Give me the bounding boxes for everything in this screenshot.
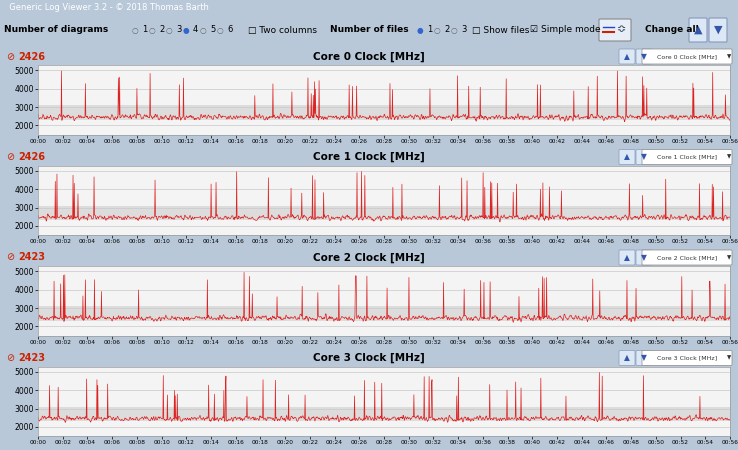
FancyBboxPatch shape — [619, 149, 635, 165]
Text: ▼: ▼ — [727, 154, 731, 159]
Text: ▼: ▼ — [727, 54, 731, 59]
Text: ▼: ▼ — [641, 153, 647, 162]
FancyBboxPatch shape — [642, 149, 732, 165]
Text: Core 2 Clock [MHz]: Core 2 Clock [MHz] — [657, 255, 717, 260]
Text: 2: 2 — [159, 26, 165, 35]
FancyBboxPatch shape — [636, 149, 652, 165]
Text: 5: 5 — [210, 26, 215, 35]
Text: Number of files: Number of files — [330, 26, 409, 35]
Text: 3: 3 — [176, 26, 182, 35]
Text: ○: ○ — [200, 26, 207, 35]
Text: 2: 2 — [444, 26, 449, 35]
Text: 1: 1 — [427, 26, 432, 35]
Text: ▲: ▲ — [624, 253, 630, 262]
Text: ▲: ▲ — [624, 52, 630, 61]
Text: 1: 1 — [142, 26, 148, 35]
Text: ⊘: ⊘ — [6, 51, 14, 62]
Text: ▼: ▼ — [641, 354, 647, 363]
Text: ⊘: ⊘ — [6, 353, 14, 363]
Text: ○: ○ — [451, 26, 458, 35]
Text: Core 3 Clock [MHz]: Core 3 Clock [MHz] — [313, 353, 425, 363]
FancyBboxPatch shape — [599, 19, 631, 41]
Text: ▼: ▼ — [727, 255, 731, 260]
FancyBboxPatch shape — [642, 250, 732, 265]
Text: ≎: ≎ — [617, 24, 627, 34]
Text: Core 2 Clock [MHz]: Core 2 Clock [MHz] — [313, 252, 425, 263]
FancyBboxPatch shape — [709, 18, 727, 42]
FancyBboxPatch shape — [642, 351, 732, 365]
Text: Core 0 Clock [MHz]: Core 0 Clock [MHz] — [313, 51, 425, 62]
Text: ●: ● — [183, 26, 190, 35]
FancyBboxPatch shape — [636, 49, 652, 64]
FancyBboxPatch shape — [642, 49, 732, 64]
Text: ▼: ▼ — [641, 253, 647, 262]
Text: Core 1 Clock [MHz]: Core 1 Clock [MHz] — [657, 154, 717, 159]
Text: ○: ○ — [148, 26, 155, 35]
Text: ▲: ▲ — [624, 354, 630, 363]
Text: □ Two columns: □ Two columns — [248, 26, 317, 35]
Text: ⊘: ⊘ — [6, 152, 14, 162]
FancyBboxPatch shape — [619, 49, 635, 64]
Text: 2423: 2423 — [18, 353, 45, 363]
Text: ▼: ▼ — [641, 52, 647, 61]
Bar — [38, 306, 730, 321]
Text: ○: ○ — [217, 26, 224, 35]
Text: Core 3 Clock [MHz]: Core 3 Clock [MHz] — [657, 356, 717, 360]
FancyBboxPatch shape — [636, 351, 652, 365]
FancyBboxPatch shape — [619, 250, 635, 265]
Text: ●: ● — [417, 26, 424, 35]
Text: 2426: 2426 — [18, 51, 45, 62]
FancyBboxPatch shape — [689, 18, 707, 42]
Text: ▲: ▲ — [694, 25, 703, 35]
Text: ▼: ▼ — [714, 25, 723, 35]
FancyBboxPatch shape — [636, 250, 652, 265]
Text: Core 0 Clock [MHz]: Core 0 Clock [MHz] — [657, 54, 717, 59]
Text: 2423: 2423 — [18, 252, 45, 262]
Text: □ Show files: □ Show files — [472, 26, 529, 35]
Text: Generic Log Viewer 3.2 - © 2018 Thomas Barth: Generic Log Viewer 3.2 - © 2018 Thomas B… — [4, 3, 209, 12]
Text: ⊘: ⊘ — [6, 252, 14, 262]
Bar — [38, 105, 730, 120]
Text: 2426: 2426 — [18, 152, 45, 162]
Text: Core 1 Clock [MHz]: Core 1 Clock [MHz] — [313, 152, 425, 162]
FancyBboxPatch shape — [619, 351, 635, 365]
Text: ▲: ▲ — [624, 153, 630, 162]
Bar — [38, 407, 730, 421]
Text: Number of diagrams: Number of diagrams — [4, 26, 108, 35]
Bar — [38, 206, 730, 220]
Text: Change all: Change all — [645, 26, 699, 35]
Text: 3: 3 — [461, 26, 466, 35]
Text: ○: ○ — [434, 26, 441, 35]
Text: ☑ Simple mode: ☑ Simple mode — [530, 26, 601, 35]
Text: ○: ○ — [166, 26, 172, 35]
Text: 6: 6 — [227, 26, 232, 35]
Text: 4: 4 — [193, 26, 199, 35]
Text: ▼: ▼ — [727, 356, 731, 360]
Text: ○: ○ — [131, 26, 138, 35]
